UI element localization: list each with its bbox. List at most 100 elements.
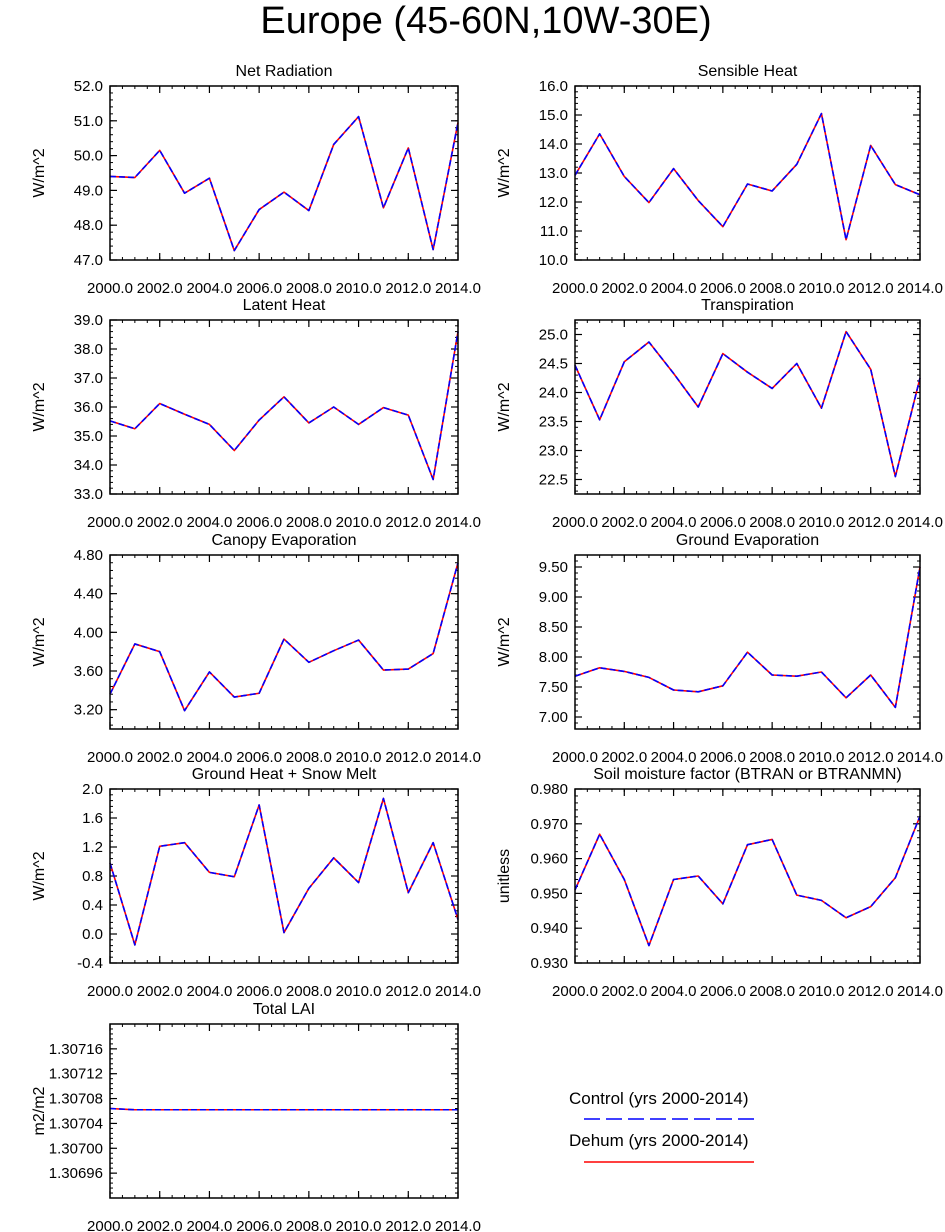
x-tick-label: 2008.0 <box>749 514 795 531</box>
legend: Control (yrs 2000-2014) Dehum (yrs 2000-… <box>569 1089 754 1163</box>
x-tick-label: 2010.0 <box>798 983 844 1000</box>
x-tick-label: 2014.0 <box>897 983 943 1000</box>
panel-title: Net Radiation <box>236 63 333 80</box>
x-tick-label: 2006.0 <box>700 983 746 1000</box>
y-axis-label: unitless <box>496 849 513 903</box>
figure-title: Europe (45-60N,10W-30E) <box>260 0 711 42</box>
y-tick-label: 11.0 <box>540 223 568 240</box>
x-tick-label: 2002.0 <box>601 280 647 297</box>
x-tick-label: 2010.0 <box>336 280 382 297</box>
plot-frame <box>109 85 459 261</box>
x-tick-label: 2006.0 <box>700 280 746 297</box>
x-tick-label: 2004.0 <box>651 749 697 766</box>
x-tick-label: 2006.0 <box>236 514 282 531</box>
y-tick-label: 7.50 <box>539 679 568 696</box>
x-tick-label: 2012.0 <box>848 983 894 1000</box>
plot-frame <box>109 554 459 730</box>
x-tick-label: 2004.0 <box>186 983 232 1000</box>
y-tick-label: 23.5 <box>539 414 568 431</box>
y-tick-label: 1.2 <box>82 839 103 856</box>
y-tick-label: 0.960 <box>530 851 568 868</box>
x-tick-label: 2010.0 <box>336 1218 382 1232</box>
x-tick-label: 2004.0 <box>651 514 697 531</box>
x-tick-label: 2008.0 <box>286 983 332 1000</box>
y-tick-label: 24.0 <box>539 385 568 402</box>
x-tick-label: 2014.0 <box>435 749 481 766</box>
y-tick-label: 33.0 <box>74 486 103 503</box>
y-tick-label: 50.0 <box>74 148 103 165</box>
x-tick-label: 2004.0 <box>186 514 232 531</box>
y-tick-label: 8.50 <box>539 619 568 636</box>
x-tick-label: 2000.0 <box>87 514 133 531</box>
series-line <box>574 566 921 709</box>
y-tick-label: 34.0 <box>74 457 103 474</box>
series-line <box>109 115 459 252</box>
x-tick-label: 2014.0 <box>435 983 481 1000</box>
panel-title: Ground Evaporation <box>676 532 819 549</box>
x-tick-label: 2002.0 <box>137 983 183 1000</box>
y-tick-label: 0.4 <box>82 897 103 914</box>
x-tick-label: 2004.0 <box>186 749 232 766</box>
x-tick-label: 2000.0 <box>552 749 598 766</box>
y-tick-label: 0.930 <box>530 955 568 972</box>
x-tick-label: 2000.0 <box>87 1218 133 1232</box>
y-tick-label: 49.0 <box>74 182 103 199</box>
x-tick-label: 2000.0 <box>87 749 133 766</box>
y-tick-label: 4.00 <box>74 624 103 641</box>
plot-frame <box>574 319 921 495</box>
x-tick-label: 2008.0 <box>749 983 795 1000</box>
x-tick-label: 2010.0 <box>798 749 844 766</box>
x-tick-label: 2010.0 <box>336 514 382 531</box>
series-line <box>109 562 459 712</box>
y-tick-label: 52.0 <box>74 78 103 95</box>
series-line <box>574 330 921 478</box>
legend-label-dehum: Dehum (yrs 2000-2014) <box>569 1131 749 1150</box>
plot-frame <box>574 554 921 730</box>
y-axis-label: W/m^2 <box>31 382 48 431</box>
series-line <box>109 797 459 946</box>
y-tick-label: 1.30704 <box>49 1115 103 1132</box>
x-tick-label: 2008.0 <box>286 749 332 766</box>
chart-panel-5: Ground Evaporation 7.00 7.50 8.00 8.50 9.00 9.… <box>496 532 943 766</box>
x-tick-label: 2006.0 <box>700 749 746 766</box>
x-tick-label: 2014.0 <box>435 1218 481 1232</box>
panel-title: Soil moisture factor (BTRAN or BTRANMN) <box>593 766 902 783</box>
x-tick-label: 2012.0 <box>385 749 431 766</box>
plot-frame <box>109 1023 459 1199</box>
x-tick-label: 2000.0 <box>87 280 133 297</box>
y-tick-label: 9.00 <box>539 589 568 606</box>
x-tick-label: 2014.0 <box>897 749 943 766</box>
x-tick-label: 2012.0 <box>848 514 894 531</box>
x-tick-label: 2008.0 <box>286 1218 332 1232</box>
x-tick-label: 2012.0 <box>848 749 894 766</box>
y-axis-label: W/m^2 <box>496 382 513 431</box>
y-tick-label: 0.970 <box>530 816 568 833</box>
x-tick-label: 2014.0 <box>897 514 943 531</box>
x-tick-label: 2012.0 <box>385 514 431 531</box>
x-tick-label: 2008.0 <box>286 280 332 297</box>
series-line <box>109 797 459 946</box>
chart-panel-0: Net Radiation 47.0 48.0 49.0 50.0 51.0 52.0 200… <box>31 63 481 297</box>
y-tick-label: 12.0 <box>539 194 568 211</box>
series-line <box>109 331 459 481</box>
y-tick-label: 38.0 <box>74 341 103 358</box>
x-tick-label: 2000.0 <box>552 983 598 1000</box>
x-tick-label: 2006.0 <box>236 749 282 766</box>
x-tick-label: 2002.0 <box>137 280 183 297</box>
x-tick-label: 2014.0 <box>435 280 481 297</box>
y-axis-label: W/m^2 <box>31 851 48 900</box>
y-tick-label: 1.30708 <box>49 1091 103 1108</box>
y-tick-label: 13.0 <box>539 165 568 182</box>
x-tick-label: 2012.0 <box>385 1218 431 1232</box>
x-tick-label: 2002.0 <box>137 514 183 531</box>
x-tick-label: 2000.0 <box>87 983 133 1000</box>
y-tick-label: 36.0 <box>74 399 103 416</box>
legend-label-control: Control (yrs 2000-2014) <box>569 1089 749 1108</box>
x-tick-label: 2002.0 <box>601 514 647 531</box>
y-tick-label: 0.940 <box>530 920 568 937</box>
y-tick-label: 47.0 <box>74 252 103 269</box>
chart-panel-7: Soil moisture factor (BTRAN or BTRANMN) 0… <box>496 766 943 1000</box>
x-tick-label: 2006.0 <box>236 280 282 297</box>
y-tick-label: 4.80 <box>74 547 103 564</box>
